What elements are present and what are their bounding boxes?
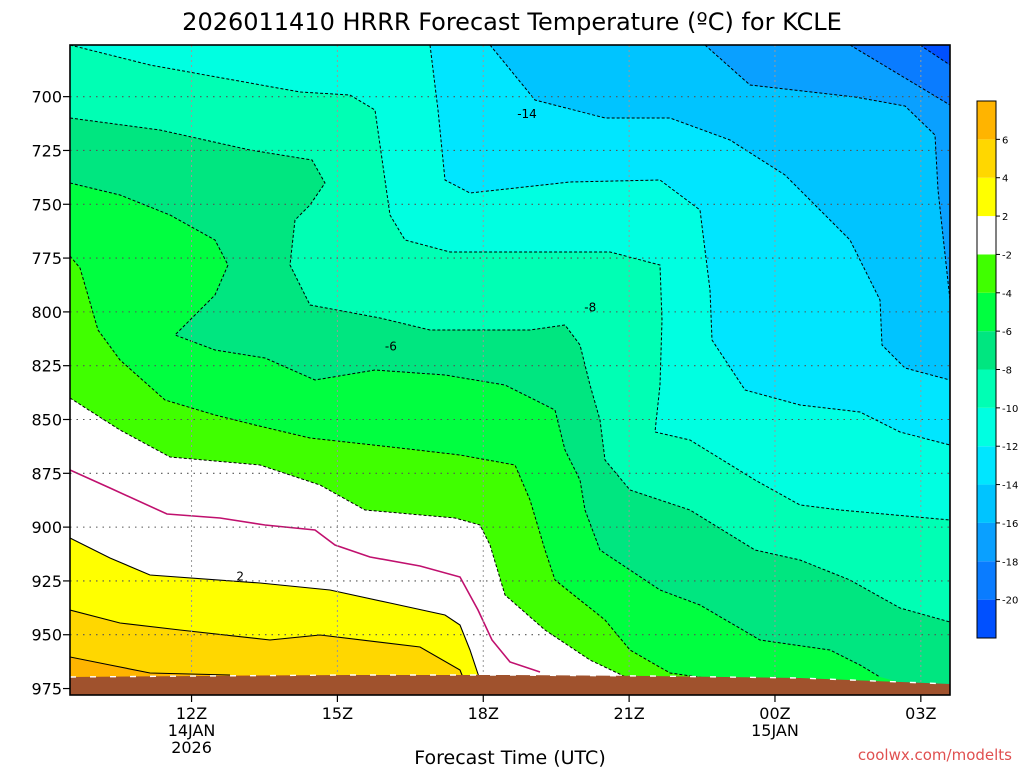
colorbar-label: -16 — [1002, 519, 1018, 530]
y-tick-label: 750 — [31, 195, 62, 214]
ground-terrain — [70, 675, 950, 695]
colorbar-swatch — [977, 254, 996, 293]
y-tick-label: 725 — [31, 141, 62, 160]
colorbar-swatch — [977, 216, 996, 255]
plot-area: -14 -8 -6 2 — [70, 45, 950, 695]
x-tick-label: 00Z — [759, 704, 790, 723]
contour-label: -8 — [584, 301, 596, 315]
colorbar: -20 -18 -16 -14 -12 -10 -8 -6 -4 -2 2 4 6 — [976, 100, 1018, 639]
contour-minus8 — [70, 117, 950, 623]
y-tick-label: 700 — [31, 88, 62, 107]
y-tick-label: 900 — [31, 518, 62, 537]
x-tick-label: 15JAN — [751, 721, 799, 740]
colorbar-label: 6 — [1002, 135, 1008, 146]
colorbar-label: -20 — [1002, 596, 1018, 607]
colorbar-swatch — [977, 522, 996, 562]
colorbar-swatch — [977, 139, 996, 178]
colorbar-swatch — [977, 369, 996, 408]
x-tick-label: 2026 — [171, 738, 212, 757]
contour-minus18 — [849, 45, 950, 106]
colorbar-label: -10 — [1002, 404, 1018, 415]
grid-lines — [70, 45, 950, 695]
colorbar-label: -4 — [1002, 289, 1012, 300]
contour-4 — [70, 609, 471, 695]
x-tick-label: 14JAN — [168, 721, 216, 740]
colorbar-label: -2 — [1002, 250, 1012, 261]
contour-labels: -14 -8 -6 2 — [236, 107, 596, 584]
colorbar-label: -14 — [1002, 481, 1018, 492]
y-tick-label: 925 — [31, 572, 62, 591]
colorbar-swatch — [977, 331, 996, 370]
contour-minus20 — [919, 45, 950, 66]
y-tick-label: 775 — [31, 249, 62, 268]
colorbar-label: 2 — [1002, 212, 1008, 223]
colorbar-label: -8 — [1002, 366, 1012, 377]
x-tick-label: 03Z — [905, 704, 936, 723]
colorbar-label: -18 — [1002, 557, 1018, 568]
contour-label: -14 — [517, 107, 537, 121]
contour-minus4 — [70, 255, 741, 684]
contour-minus12 — [429, 45, 950, 446]
dashed-contours — [70, 45, 950, 684]
contour-6 — [70, 656, 231, 676]
plot-frame — [69, 44, 951, 696]
y-tick-label: 850 — [31, 411, 62, 430]
contour-2 — [70, 537, 491, 695]
colorbar-swatch — [977, 561, 996, 600]
colorbar-label: -6 — [1002, 327, 1012, 338]
chart-title: 2026011410 HRRR Forecast Temperature (ºC… — [182, 8, 842, 36]
colorbar-swatch — [977, 101, 996, 140]
y-axis: 700 725 750 775 800 825 850 875 900 925 950 975 — [31, 88, 70, 699]
x-axis-label: Forecast Time (UTC) — [414, 747, 605, 768]
contour-minus14 — [489, 45, 950, 381]
x-tick-label: 21Z — [613, 704, 644, 723]
y-tick-label: 975 — [31, 680, 62, 699]
contour-zero-freezing-line — [70, 469, 541, 673]
colorbar-label: 4 — [1002, 174, 1008, 185]
contour-minus10 — [70, 45, 950, 521]
x-tick-label: 15Z — [322, 704, 353, 723]
colorbar-swatch — [977, 599, 996, 638]
y-tick-label: 825 — [31, 357, 62, 376]
contour-minus2 — [70, 397, 631, 680]
contour-label: -6 — [385, 339, 397, 353]
contour-minus6 — [70, 182, 881, 678]
y-tick-label: 800 — [31, 303, 62, 322]
credit-text: coolwx.com/modelts — [858, 746, 1012, 764]
contour-label: 2 — [236, 570, 244, 584]
colorbar-swatch — [977, 292, 996, 332]
colorbar-swatch — [977, 407, 996, 447]
colorbar-swatch — [977, 484, 996, 523]
contour-minus16 — [704, 45, 950, 301]
colorbar-swatch — [977, 446, 996, 485]
y-tick-label: 950 — [31, 626, 62, 645]
solid-contours — [70, 537, 491, 695]
x-tick-label: 12Z — [176, 704, 207, 723]
x-tick-label: 18Z — [468, 704, 499, 723]
colorbar-swatch — [977, 177, 996, 217]
colorbar-label: -12 — [1002, 442, 1018, 453]
y-tick-label: 875 — [31, 464, 62, 483]
